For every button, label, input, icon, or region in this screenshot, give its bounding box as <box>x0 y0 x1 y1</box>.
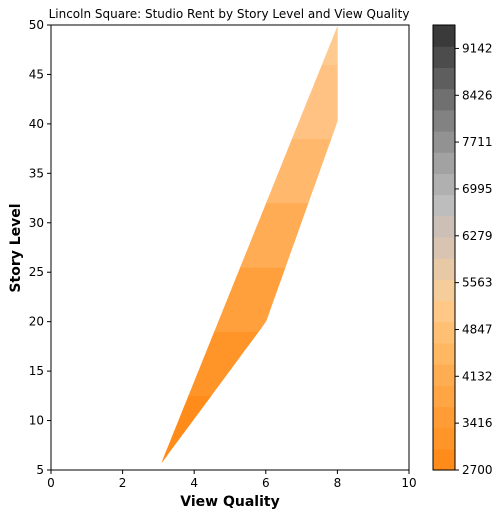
colorbar-band <box>433 152 455 174</box>
colorbar-tick-label: 4847 <box>462 322 493 336</box>
colorbar-band <box>433 385 455 408</box>
x-tick-label: 6 <box>262 476 270 490</box>
colorbar: 2700 3416 4132 4847 5563 6279 6995 7711 8426 9142 <box>432 24 493 477</box>
plot-background <box>51 25 409 470</box>
x-tick-label: 10 <box>401 476 416 490</box>
plot-frame <box>50 24 410 471</box>
y-tick-label: 25 <box>29 265 44 279</box>
colorbar-band <box>433 300 455 323</box>
x-tick-label: 8 <box>334 476 342 490</box>
colorbar-band <box>433 236 455 259</box>
colorbar-band <box>433 342 455 365</box>
colorbar-band <box>433 194 455 217</box>
y-axis: 5 10 15 20 25 30 35 40 45 50 <box>29 18 51 477</box>
y-tick-label: 30 <box>29 216 44 230</box>
colorbar-band <box>433 406 455 429</box>
colorbar-band <box>433 279 455 302</box>
colorbar-band <box>433 88 455 111</box>
y-tick-label: 50 <box>29 18 44 32</box>
colorbar-tick-label: 8426 <box>462 88 493 102</box>
colorbar-band <box>433 215 455 238</box>
colorbar-band <box>433 448 455 471</box>
y-tick-label: 15 <box>29 364 44 378</box>
colorbar-tick-label: 3416 <box>462 416 493 430</box>
colorbar-tick-label: 9142 <box>462 41 493 55</box>
colorbar-tick-label: 4132 <box>462 369 493 383</box>
y-tick-label: 20 <box>29 315 44 329</box>
colorbar-tick-label: 7711 <box>462 135 493 149</box>
colorbar-tick-label: 6279 <box>462 229 493 243</box>
colorbar-tick-label: 5563 <box>462 276 493 290</box>
y-tick-label: 45 <box>29 67 44 81</box>
x-tick-label: 4 <box>190 476 198 490</box>
colorbar-tick-label: 6995 <box>462 182 493 196</box>
colorbar-band <box>433 67 455 90</box>
y-tick-label: 35 <box>29 166 44 180</box>
x-axis: 0 2 4 6 8 10 <box>47 470 417 490</box>
colorbar-band <box>433 364 455 386</box>
y-tick-label: 5 <box>36 463 44 477</box>
colorbar-band <box>433 173 455 196</box>
colorbar-ticks: 2700 3416 4132 4847 5563 6279 6995 7711 8426 9142 <box>455 41 493 477</box>
colorbar-frame <box>432 24 456 471</box>
y-axis-label: Story Level <box>8 203 24 292</box>
colorbar-band <box>433 427 455 450</box>
colorbar-band <box>433 25 455 47</box>
colorbar-bands <box>433 25 455 471</box>
colorbar-tick-label: 2700 <box>462 463 493 477</box>
x-tick-label: 0 <box>47 476 55 490</box>
colorbar-band <box>433 46 455 68</box>
y-tick-label: 40 <box>29 117 44 131</box>
chart-title: Lincoln Square: Studio Rent by Story Lev… <box>49 7 410 21</box>
contour-band <box>321 26 338 65</box>
colorbar-band <box>433 109 455 132</box>
plot-area <box>50 24 410 471</box>
x-axis-label: View Quality <box>180 494 279 510</box>
y-tick-label: 10 <box>29 414 44 428</box>
colorbar-band <box>433 258 455 280</box>
x-tick-label: 2 <box>119 476 127 490</box>
colorbar-band <box>433 130 455 153</box>
colorbar-band <box>433 321 455 344</box>
contour-region <box>161 26 338 463</box>
